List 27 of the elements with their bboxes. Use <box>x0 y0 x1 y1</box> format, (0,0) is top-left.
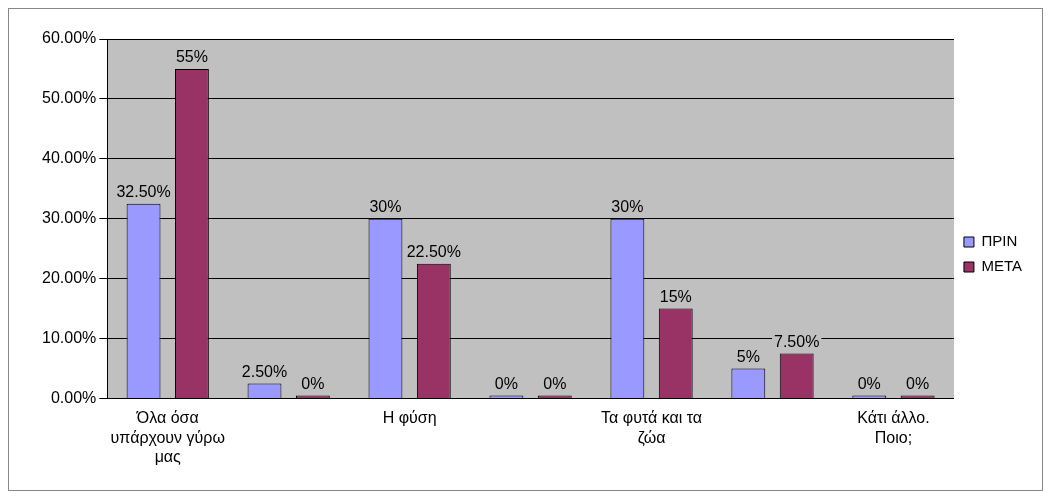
y-tick-label: 60.00% <box>42 29 97 47</box>
data-label: 32.50% <box>116 183 171 201</box>
legend-label: ΜΕΤΑ <box>981 257 1023 275</box>
y-tick-label: 10.00% <box>42 328 97 346</box>
x-tick-label: Όλα όσα υπάρχουν γύρω μας <box>110 409 225 465</box>
x-tick-label: Τα φυτά και τα ζώα <box>601 409 703 447</box>
data-label: 22.50% <box>406 243 461 261</box>
data-label: 30% <box>611 198 644 216</box>
y-tick-label: 40.00% <box>42 149 97 167</box>
x-tick-label: Κάτι άλλο. Ποιο; <box>857 409 930 446</box>
y-tick-label: 20.00% <box>42 269 97 287</box>
y-tick-label: 50.00% <box>42 89 97 107</box>
data-label: 7.50% <box>774 332 820 350</box>
data-label: 2.50% <box>241 362 288 380</box>
data-label: 15% <box>659 287 692 305</box>
y-tick-label: 0.00% <box>50 388 97 406</box>
data-label: 0% <box>906 374 930 392</box>
data-label: 5% <box>736 347 760 365</box>
data-label: 55% <box>175 48 208 66</box>
data-label: 0% <box>857 374 881 392</box>
legend-label: ΠΡΙΝ <box>981 232 1018 250</box>
data-label: 0% <box>301 374 325 392</box>
data-label: 30% <box>369 198 402 216</box>
data-label: 0% <box>494 374 518 392</box>
data-label: 0% <box>543 374 567 392</box>
y-tick-label: 30.00% <box>42 209 97 227</box>
x-tick-label: Η φύση <box>382 409 437 427</box>
